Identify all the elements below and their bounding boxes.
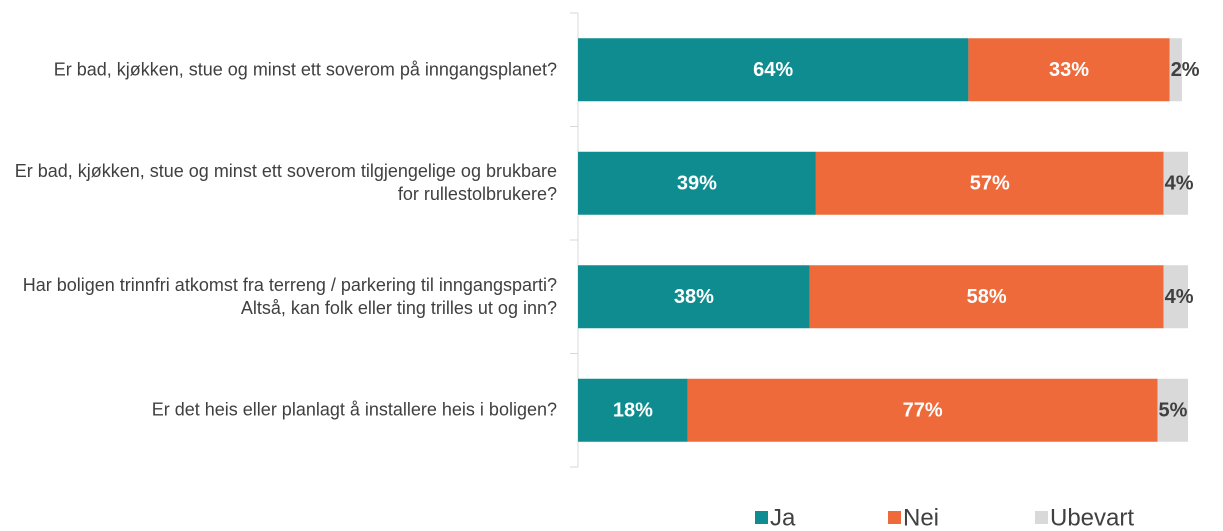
bar-segment (687, 378, 1158, 442)
category-label: Er bad, kjøkken, stue og minst ett sover… (53, 59, 557, 80)
legend-label: Ubevart (1050, 504, 1134, 531)
data-label: 38% (674, 286, 714, 308)
bar-segment (578, 151, 816, 215)
data-label: 64% (753, 59, 793, 81)
bar-segment (815, 151, 1164, 215)
bar-segment (809, 265, 1164, 329)
data-label: 77% (903, 400, 943, 422)
bar-segment (1163, 151, 1188, 215)
bar-segment (578, 265, 810, 329)
data-label: 58% (967, 286, 1007, 308)
data-label: 18% (613, 400, 653, 422)
data-label: 4% (1165, 173, 1194, 195)
bar-segment (968, 38, 1170, 102)
bar-segment (1157, 378, 1188, 442)
legend-label: Ja (770, 504, 796, 531)
category-label: Er det heis eller planlagt å installere … (151, 399, 557, 420)
data-label: 5% (1159, 400, 1188, 422)
legend-swatch (888, 511, 901, 524)
bar-segment (578, 38, 969, 102)
legend-swatch (1035, 511, 1048, 524)
legend-label: Nei (903, 504, 939, 531)
data-label: 33% (1049, 59, 1089, 81)
bar-segment (1169, 38, 1182, 102)
legend-swatch (755, 511, 768, 524)
bar-segment (578, 378, 688, 442)
bar-segment (1163, 265, 1188, 329)
data-label: 39% (677, 173, 717, 195)
data-label: 57% (970, 173, 1010, 195)
category-label: Er bad, kjøkken, stue og minst ett sover… (14, 161, 557, 205)
data-label: 4% (1165, 286, 1194, 308)
category-label: Har boligen trinnfri atkomst fra terreng… (22, 274, 557, 318)
data-label: 2% (1171, 59, 1200, 81)
